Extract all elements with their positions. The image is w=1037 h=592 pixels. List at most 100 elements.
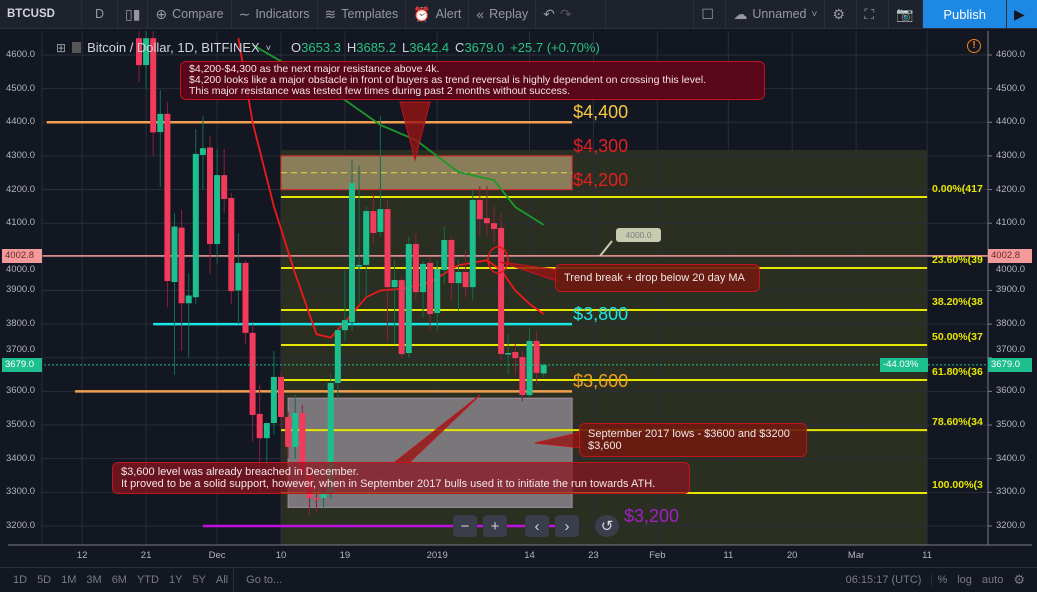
fullscreen-button[interactable]: ⛶ — [857, 0, 890, 28]
candle-body — [341, 320, 348, 331]
indicator-wave-icon: ∼ — [238, 5, 251, 22]
redo-icon[interactable]: ↷ — [559, 5, 572, 22]
price-tick-left: 4100.0 — [6, 217, 36, 229]
ohlc-open: O3653.3 — [291, 40, 341, 55]
select-layout-button[interactable]: ☐ — [693, 0, 727, 28]
candle-body — [540, 364, 547, 374]
fib-level-label: 100.00%(3 — [932, 478, 983, 491]
callout-stem — [599, 240, 613, 257]
time-tick: 23 — [588, 550, 599, 561]
range-1m[interactable]: 1M — [61, 573, 77, 586]
time-tick: Feb — [649, 550, 666, 561]
note-resistance[interactable]: $4,200-$4,300 as the next major resistan… — [180, 61, 765, 100]
undo-icon[interactable]: ↶ — [543, 5, 555, 22]
scroll-left-button[interactable]: ‹ — [525, 515, 549, 537]
time-tick: 11 — [723, 550, 734, 561]
level-label: $3,200 — [624, 505, 680, 526]
interval-button[interactable]: D — [82, 0, 118, 28]
price-tick-right: 4400.0 — [996, 116, 1026, 128]
zoom-out-button[interactable]: − — [453, 515, 477, 537]
candle-body — [256, 413, 263, 439]
level-label: $3,600 — [573, 371, 629, 392]
price-tick-left: 3700.0 — [6, 343, 36, 355]
gear-icon[interactable]: ⚙ — [1013, 571, 1025, 587]
auto-toggle[interactable]: auto — [981, 573, 1004, 586]
range-5y[interactable]: 5Y — [192, 573, 206, 586]
note-resistance-pointer — [399, 101, 431, 162]
symbol-search[interactable]: BTCUSD — [0, 0, 82, 28]
candle-body — [299, 412, 306, 474]
templates-button[interactable]: ≋ Templates — [318, 0, 407, 28]
reset-chart-button[interactable]: ↺ — [595, 515, 619, 537]
price-callout[interactable]: 4000.0 — [616, 228, 661, 242]
layout-name-button[interactable]: ☁ Unnamed ˅ — [726, 0, 826, 28]
candle-body — [491, 223, 497, 229]
indicators-button[interactable]: ∼ Indicators — [232, 0, 318, 28]
chevron-down-icon[interactable]: ˅ — [265, 42, 271, 53]
scroll-right-button[interactable]: › — [555, 515, 579, 537]
log-toggle[interactable]: log — [957, 573, 972, 586]
candle-body — [505, 353, 512, 355]
price-tick-left: 3900.0 — [6, 284, 36, 296]
time-tick: 12 — [76, 550, 88, 561]
zoom-in-button[interactable]: + — [483, 515, 507, 537]
range-6m[interactable]: 6M — [111, 573, 127, 586]
price-tick-right: 4100.0 — [996, 217, 1026, 229]
candle-body — [278, 376, 284, 417]
price-tick-left: 4300.0 — [6, 149, 36, 161]
note-trend-break[interactable]: Trend break + drop below 20 day MA — [555, 264, 760, 292]
time-tick: 20 — [786, 550, 798, 561]
warning-icon[interactable]: ! — [967, 39, 981, 53]
ohlc-close: C3679.0 — [455, 40, 505, 55]
series-color-swatch — [72, 42, 82, 53]
price-tick-right: 3400.0 — [996, 452, 1026, 464]
replay-button[interactable]: « Replay — [469, 0, 537, 28]
rewind-icon: « — [476, 6, 485, 22]
goto-button[interactable]: Go to... — [246, 573, 283, 586]
fib-level-label: 61.80%(36 — [932, 365, 983, 378]
clock: 06:15:17 (UTC) — [841, 573, 933, 586]
candle-body — [434, 268, 441, 314]
price-tick-right: 4600.0 — [996, 49, 1026, 60]
time-tick: 19 — [339, 550, 351, 561]
range-1y[interactable]: 1Y — [168, 573, 183, 586]
layout-name: Unnamed — [752, 7, 807, 21]
time-tick: 21 — [140, 550, 152, 561]
time-tick: Mar — [847, 550, 865, 561]
price-tick-left: 4500.0 — [6, 82, 36, 94]
candle-body — [263, 423, 270, 439]
candle-body — [178, 227, 185, 304]
series-title[interactable]: Bitcoin / Dollar, 1D, BITFINEX — [87, 40, 260, 55]
cloud-icon: ☁ — [733, 5, 748, 22]
publish-button[interactable]: Publish — [923, 0, 1007, 28]
range-3m[interactable]: 3M — [86, 573, 102, 586]
candle-body — [157, 113, 164, 133]
candle-body — [327, 382, 334, 493]
candles-icon: ▯▮ — [125, 5, 141, 22]
note-september-lows[interactable]: September 2017 lows - $3600 and $3200 $3,… — [579, 423, 807, 457]
price-tick-right: 3200.0 — [996, 519, 1026, 531]
expand-icon[interactable]: ⊞ — [56, 40, 67, 55]
candle-body — [199, 148, 206, 155]
candle-body — [412, 244, 419, 293]
alert-button[interactable]: ⏰ Alert — [406, 0, 470, 28]
percent-toggle[interactable]: % — [937, 573, 948, 586]
settings-button[interactable]: ⚙ — [825, 0, 858, 28]
range-5d[interactable]: 5D — [37, 573, 52, 586]
play-button[interactable]: ▶ — [1007, 0, 1037, 28]
price-tick-left: 3500.0 — [6, 419, 36, 431]
range-ytd[interactable]: YTD — [136, 573, 159, 586]
candle-body — [483, 218, 490, 224]
range-all[interactable]: All — [215, 573, 229, 586]
candle-body — [235, 262, 242, 291]
top-toolbar: BTCUSD D ▯▮ ⊕ Compare ∼ Indicators ≋ Templa… — [0, 0, 1037, 29]
compare-button[interactable]: ⊕ Compare — [148, 0, 232, 28]
chart-type-button[interactable]: ▯▮ — [118, 0, 149, 28]
fib-level-label: 23.60%(39 — [932, 253, 983, 266]
range-1d[interactable]: 1D — [13, 573, 28, 586]
alarm-clock-icon: ⏰ — [413, 5, 431, 22]
note-support[interactable]: $3,600 level was already breached in Dec… — [112, 462, 690, 494]
candle-body — [363, 211, 370, 265]
snapshot-button[interactable]: 📷 — [889, 0, 924, 28]
